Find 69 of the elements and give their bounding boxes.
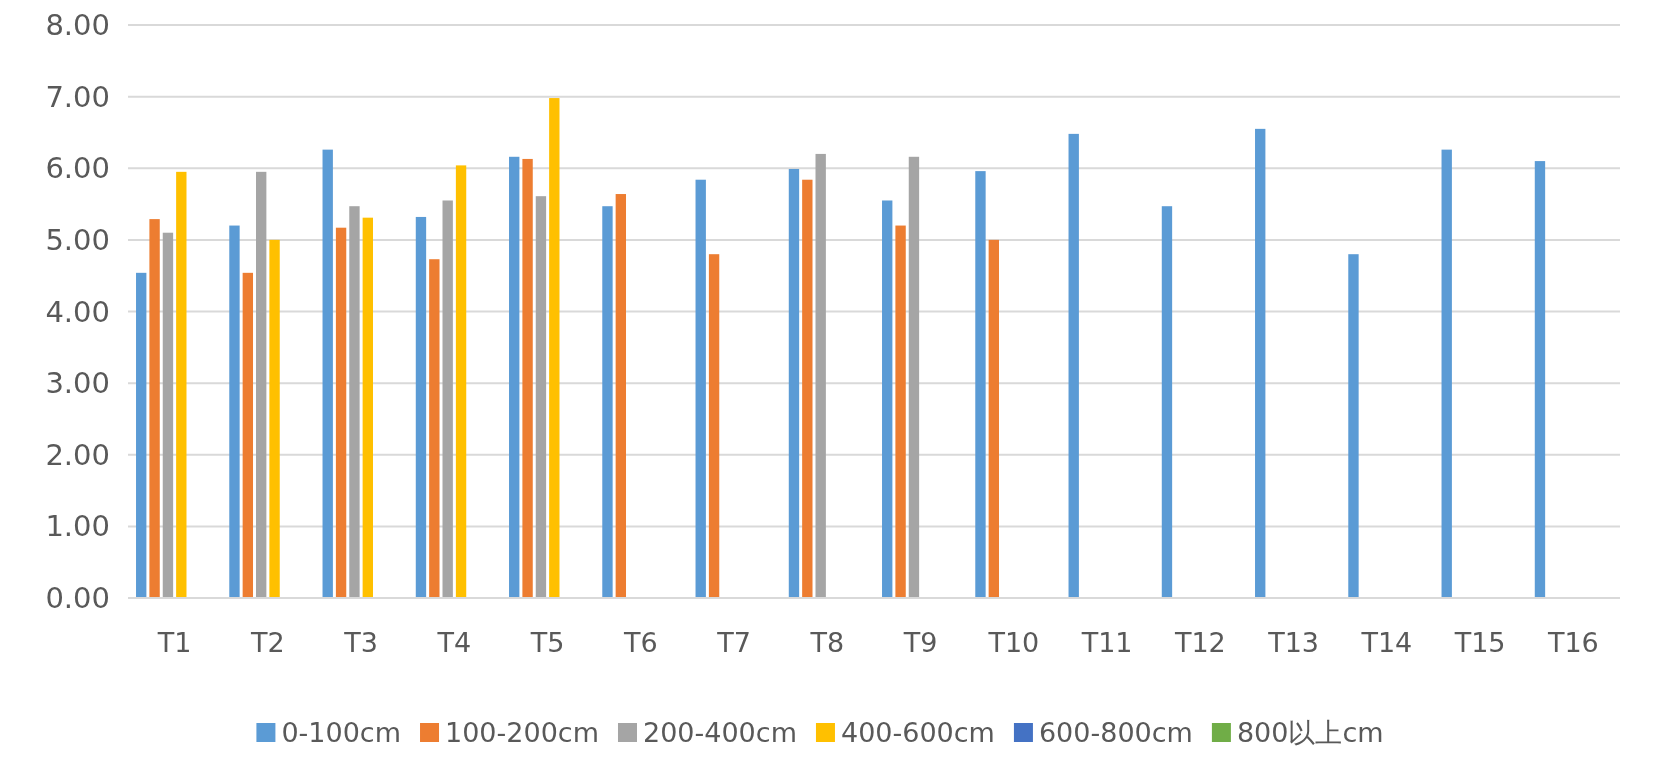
bar — [988, 239, 1000, 598]
bar — [242, 272, 254, 598]
x-tick-label: T7 — [716, 627, 751, 658]
bar — [1161, 206, 1173, 598]
bar — [429, 259, 440, 598]
x-tick-label: T16 — [1546, 627, 1599, 658]
y-tick-label: 7.00 — [45, 79, 110, 114]
legend-label: 400-600cm — [840, 717, 995, 748]
bar — [455, 165, 467, 598]
bar — [415, 216, 427, 598]
x-tick-label: T6 — [623, 627, 658, 658]
x-tick-label: T14 — [1360, 627, 1413, 658]
bar — [1348, 254, 1359, 598]
bar — [908, 156, 920, 598]
legend-label: 0-100cm — [281, 717, 402, 748]
x-tick-label: T3 — [343, 627, 378, 658]
bar — [1068, 133, 1079, 598]
bar — [136, 272, 147, 598]
bar — [1441, 149, 1452, 598]
y-tick-label: 5.00 — [45, 222, 110, 257]
y-tick-label: 3.00 — [45, 366, 110, 401]
y-tick-label: 8.00 — [45, 8, 110, 42]
bar — [802, 179, 813, 598]
bar — [442, 200, 453, 598]
bar — [362, 217, 373, 598]
x-tick-label: T9 — [902, 627, 938, 658]
bar — [788, 168, 800, 598]
bar — [349, 206, 360, 598]
y-tick-label: 1.00 — [45, 509, 110, 544]
legend-label: 200-400cm — [642, 717, 797, 748]
bar — [882, 200, 893, 598]
legend-label: 800以上cm — [1236, 717, 1384, 748]
bar — [695, 179, 706, 598]
x-tick-label: T8 — [809, 627, 845, 658]
bar — [815, 153, 826, 598]
x-tick-label: T5 — [529, 627, 565, 658]
x-tick-label: T13 — [1267, 627, 1320, 658]
bar — [549, 98, 560, 598]
x-tick-label: T11 — [1080, 627, 1133, 658]
x-tick-label: T12 — [1173, 627, 1226, 658]
legend-label: 100-200cm — [445, 717, 599, 748]
y-tick-label: 0.00 — [45, 581, 110, 615]
bar — [615, 194, 627, 598]
y-tick-label: 2.00 — [45, 437, 110, 472]
x-tick-label: T15 — [1453, 627, 1506, 658]
x-tick-label: T4 — [436, 627, 472, 658]
bar — [322, 149, 333, 598]
bar — [522, 158, 533, 598]
bar — [602, 206, 613, 598]
x-tick-label: T2 — [250, 627, 285, 658]
bar — [1534, 161, 1546, 598]
bar — [895, 225, 906, 598]
bar — [975, 171, 986, 598]
x-tick-label: T1 — [156, 627, 192, 658]
bar — [269, 239, 280, 598]
x-tick-label: T10 — [987, 627, 1040, 658]
bar — [149, 219, 160, 598]
y-tick-label: 4.00 — [45, 294, 110, 329]
bar — [535, 196, 547, 598]
bar — [229, 225, 240, 598]
legend-label: 600-800cm — [1038, 717, 1193, 748]
bar — [708, 254, 720, 598]
y-tick-label: 6.00 — [45, 151, 110, 186]
bar — [509, 156, 520, 598]
bar — [256, 171, 267, 598]
bar — [335, 227, 347, 598]
bar — [1255, 128, 1266, 598]
bar — [176, 171, 187, 598]
bar — [162, 232, 174, 598]
